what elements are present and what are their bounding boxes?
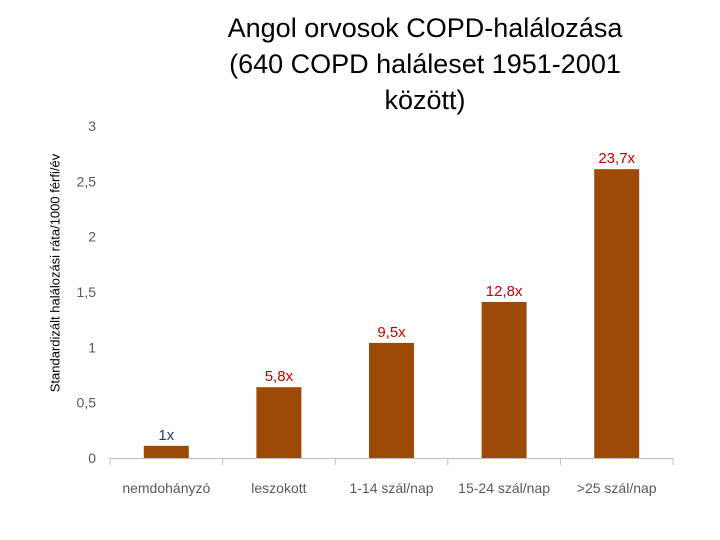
data-label: 12,8x [486,283,523,300]
y-tick-label: 2 [88,229,96,245]
data-label: 1x [158,427,174,444]
x-tick-label: >25 szál/nap [577,480,657,496]
y-tick-label: 1,5 [77,284,97,300]
bar [594,169,640,458]
bar [481,301,527,458]
data-label: 5,8x [265,368,294,385]
x-tick-label: nemdohányzó [122,480,210,496]
bar [143,445,189,458]
y-tick-label: 3 [88,118,96,134]
chart-title: Angol orvosok COPD-halálozása (640 COPD … [227,13,623,115]
y-tick-label: 1 [88,339,96,355]
x-tick-label: 1-14 szál/nap [349,480,433,496]
y-tick-label: 0,5 [77,395,97,411]
y-tick-label: 0 [88,450,96,466]
data-label: 9,5x [377,324,406,341]
x-tick-label: leszokott [251,480,306,496]
data-label: 23,7x [598,150,635,167]
y-tick-label: 2,5 [77,173,97,189]
bar [369,342,414,458]
bar [256,387,302,458]
x-tick-label: 15-24 szál/nap [458,480,550,496]
